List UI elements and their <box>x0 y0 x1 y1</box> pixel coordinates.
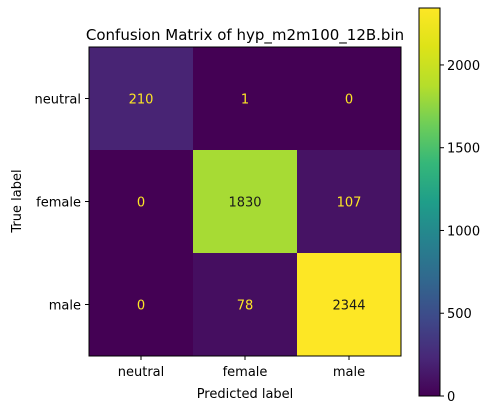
y-axis-label: True label <box>10 169 25 233</box>
colorbar-tick-label: 1500 <box>447 142 480 157</box>
matrix-cell <box>89 253 194 357</box>
matrix-cell-labels: 210 1 0 0 1830 107 0 78 2344 <box>129 93 366 314</box>
colorbar-tick-label: 500 <box>447 307 472 322</box>
matrix-cell <box>193 150 298 254</box>
cell-value-label: 2344 <box>332 299 365 314</box>
colorbar <box>418 7 441 397</box>
matrix-cell <box>297 150 402 254</box>
matrix-cell <box>193 253 298 357</box>
cell-value-label: 210 <box>129 93 154 108</box>
y-tick-label: neutral <box>35 93 82 108</box>
x-tick-label: male <box>333 365 365 380</box>
cell-value-label: 1 <box>241 93 249 108</box>
cell-value-label: 0 <box>137 196 145 211</box>
y-axis-ticks: neutral female male <box>35 93 89 314</box>
matrix-cell <box>297 47 402 151</box>
cell-value-label: 0 <box>137 299 145 314</box>
cell-value-label: 78 <box>237 299 254 314</box>
matrix-cell <box>193 47 298 151</box>
x-tick-label: female <box>223 365 268 380</box>
matrix-cell <box>89 150 194 254</box>
y-tick-label: female <box>36 196 81 211</box>
colorbar-tick-label: 0 <box>447 390 455 405</box>
x-axis-ticks: neutral female male <box>118 356 365 380</box>
x-axis-label: Predicted label <box>197 387 294 402</box>
cell-value-label: 107 <box>337 196 362 211</box>
cell-value-label: 1830 <box>228 196 261 211</box>
chart-title: Confusion Matrix of hyp_m2m100_12B.bin <box>86 26 404 45</box>
y-tick-label: male <box>49 299 81 314</box>
matrix-cells <box>89 47 402 357</box>
x-tick-label: neutral <box>118 365 165 380</box>
matrix-cell <box>89 47 194 151</box>
colorbar-tick-label: 1000 <box>447 224 480 239</box>
cell-value-label: 0 <box>345 93 353 108</box>
colorbar-ticks: 0 500 1000 1500 2000 <box>440 59 480 405</box>
matrix-cell <box>297 253 402 357</box>
colorbar-tick-label: 2000 <box>447 59 480 74</box>
